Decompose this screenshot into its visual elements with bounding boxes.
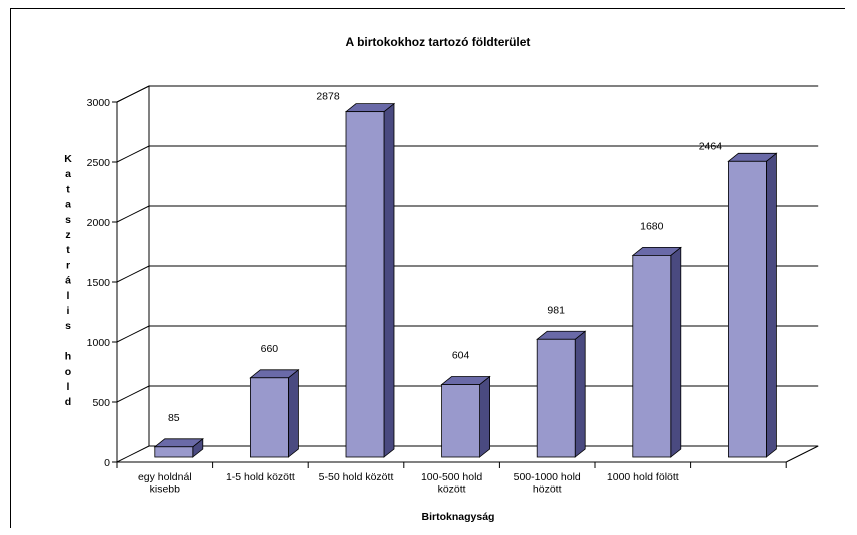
bar-front bbox=[442, 385, 480, 457]
bar bbox=[250, 370, 298, 457]
y-axis-title-letter: t bbox=[66, 183, 70, 195]
data-label: 1680 bbox=[640, 220, 664, 232]
bar-side bbox=[480, 377, 490, 457]
bar-side bbox=[288, 370, 298, 457]
y-axis-title-letter: z bbox=[65, 229, 70, 241]
x-tick-label: 1000 hold fölött bbox=[607, 471, 679, 483]
x-tick-label: között bbox=[438, 484, 466, 496]
data-label: 85 bbox=[168, 412, 180, 424]
gridline bbox=[117, 326, 818, 342]
y-axis-title-letter: o bbox=[65, 366, 71, 378]
y-tick-label: 1000 bbox=[87, 337, 111, 349]
x-tick-label: 100-500 hold bbox=[421, 471, 482, 483]
bar-front bbox=[728, 161, 766, 457]
y-axis-title-letter: a bbox=[65, 168, 71, 180]
y-tick-labels: 0 500 1000 1500 2000 2500 3000 bbox=[87, 97, 111, 469]
y-axis-title-letter: s bbox=[65, 214, 71, 226]
y-tick-label: 2500 bbox=[87, 157, 111, 169]
bar bbox=[537, 331, 585, 457]
y-tick-label: 2000 bbox=[87, 217, 111, 229]
bar-front bbox=[155, 447, 193, 457]
x-tick-label: 500-1000 hold bbox=[514, 471, 581, 483]
x-axis-title: Birtoknagyság bbox=[422, 511, 495, 523]
y-axis-title-letter: a bbox=[65, 199, 71, 211]
y-tick-label: 1500 bbox=[87, 277, 111, 289]
y-axis-title-letter: h bbox=[65, 351, 71, 363]
y-axis-title-letter: s bbox=[65, 320, 71, 332]
gridline bbox=[117, 206, 818, 222]
bar-front bbox=[250, 378, 288, 457]
y-axis-title-letter: l bbox=[67, 290, 70, 302]
bar-front bbox=[633, 255, 671, 457]
bar-front bbox=[346, 112, 384, 457]
y-axis-title-letter: d bbox=[65, 396, 71, 408]
data-label: 604 bbox=[452, 350, 470, 362]
bar bbox=[633, 247, 681, 457]
data-label: 2464 bbox=[699, 140, 723, 152]
y-axis-title-letter: t bbox=[66, 244, 70, 256]
data-label: 660 bbox=[261, 343, 279, 355]
floor-right-edge bbox=[786, 446, 818, 462]
y-axis-title-letter: i bbox=[67, 305, 70, 317]
y-axis-title-letter: r bbox=[66, 259, 70, 271]
data-label: 2878 bbox=[316, 91, 340, 103]
y-tick-label: 500 bbox=[92, 397, 110, 409]
gridline bbox=[117, 266, 818, 282]
y-axis-title-letter: á bbox=[65, 275, 71, 287]
y-tick-label: 3000 bbox=[87, 97, 111, 109]
bars bbox=[155, 104, 777, 457]
bar bbox=[442, 377, 490, 457]
bar bbox=[155, 439, 203, 457]
x-tick-label: 1-5 hold között bbox=[226, 471, 295, 483]
bar-side bbox=[671, 247, 681, 457]
bar-side bbox=[575, 331, 585, 457]
bar-front bbox=[537, 339, 575, 457]
bar-side bbox=[766, 153, 776, 457]
x-tick-label: 5-50 hold között bbox=[319, 471, 394, 483]
bar bbox=[346, 104, 394, 457]
bar-side bbox=[384, 104, 394, 457]
y-tick-label: 0 bbox=[104, 457, 110, 469]
x-tick-label: kisebb bbox=[150, 484, 181, 496]
y-axis-title-letter: K bbox=[64, 153, 72, 165]
x-tick-label: hözött bbox=[533, 484, 562, 496]
chart-title: A birtokokhoz tartozó földterület bbox=[346, 35, 531, 49]
bar bbox=[728, 153, 776, 457]
y-axis-title-letter: l bbox=[67, 381, 70, 393]
x-tick-label: egy holdnál bbox=[138, 471, 192, 483]
data-label: 981 bbox=[547, 304, 565, 316]
gridline bbox=[117, 86, 818, 102]
floor-left-edge bbox=[117, 446, 149, 462]
